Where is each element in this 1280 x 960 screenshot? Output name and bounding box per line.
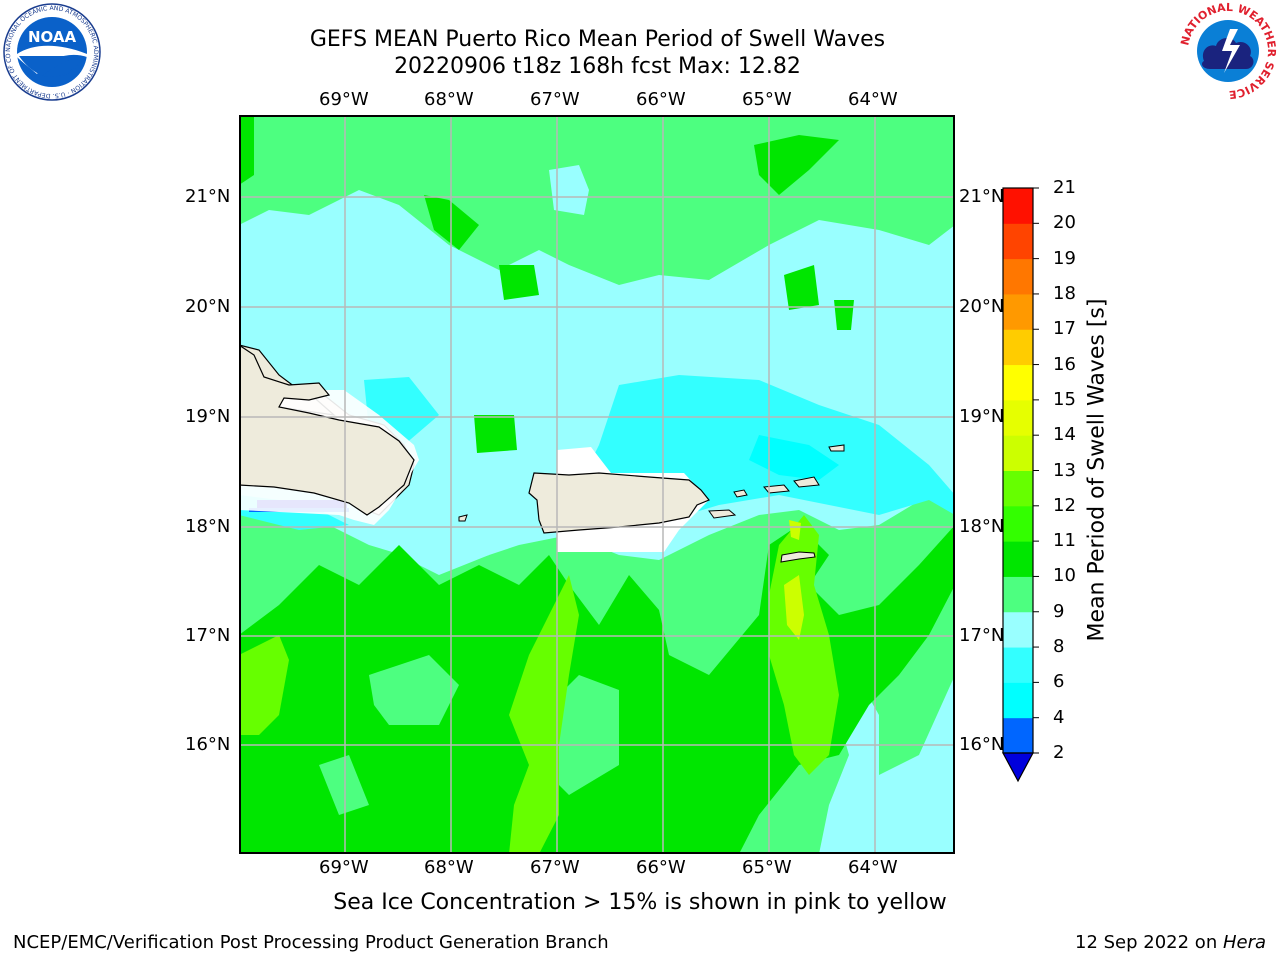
colorbar-band	[1003, 364, 1033, 401]
contour-10-11	[834, 300, 854, 330]
lon-label-top: 66°W	[636, 89, 686, 110]
colorbar-band	[1003, 399, 1033, 436]
lat-label-left: 16°N	[185, 734, 231, 755]
lat-label-right: 19°N	[959, 406, 1005, 427]
colorbar-band	[1003, 258, 1033, 295]
virgin-islands-land	[763, 484, 790, 494]
footer-machine: Hera	[1222, 932, 1266, 953]
colorbar-tick-label: 15	[1053, 388, 1076, 410]
lat-label-right: 17°N	[959, 625, 1005, 646]
st-croix-land	[780, 551, 816, 563]
colorbar-tick-label: 10	[1053, 565, 1076, 587]
colorbar-tick-label: 4	[1053, 706, 1065, 728]
puerto-rico-land	[528, 472, 710, 534]
lon-label-bottom: 66°W	[636, 857, 686, 878]
noaa-logo: NATIONAL OCEANIC AND ATMOSPHERIC ADMINIS…	[2, 2, 101, 101]
lon-label-bottom: 68°W	[424, 857, 474, 878]
colorbar-band	[1003, 576, 1033, 613]
virgin-islands-land	[733, 489, 748, 498]
contour-9-10	[369, 655, 459, 725]
colorbar-band	[1003, 611, 1033, 648]
colorbar-band	[1003, 223, 1033, 260]
contour-4-6	[749, 435, 839, 480]
graticule	[239, 115, 955, 854]
virgin-islands-land	[828, 444, 845, 452]
colorbar-band	[1003, 647, 1033, 683]
lon-label-top: 67°W	[530, 89, 580, 110]
sea-ice-caption: Sea Ice Concentration > 15% is shown in …	[333, 890, 947, 915]
chart-subtitle: 20220906 t18z 168h fcst Max: 12.82	[394, 54, 801, 79]
contour-11-12	[239, 635, 289, 735]
nws-logo: NATIONAL WEATHER SERVICE	[1178, 1, 1278, 101]
hispaniola-land	[239, 344, 415, 516]
contour-8-9	[549, 165, 589, 215]
lon-label-bottom: 69°W	[319, 857, 369, 878]
chart-title: GEFS MEAN Puerto Rico Mean Period of Swe…	[309, 27, 886, 52]
lat-label-right: 20°N	[959, 296, 1005, 317]
contour-12-13	[789, 520, 801, 540]
contour-10-11	[754, 135, 839, 195]
lon-label-bottom: 65°W	[742, 857, 792, 878]
colorbar-label: Mean Period of Swell Waves [s]	[1084, 298, 1110, 642]
colorbar-band	[1003, 717, 1033, 754]
colorbar-tick-label: 6	[1053, 671, 1065, 693]
colorbar-band	[1003, 682, 1033, 719]
lon-label-bottom: 67°W	[530, 857, 580, 878]
colorbar-tick-label: 9	[1053, 600, 1065, 622]
lon-label-top: 65°W	[742, 89, 792, 110]
lat-label-left: 19°N	[185, 406, 231, 427]
lon-label-top: 64°W	[848, 89, 898, 110]
colorbar-tick-label: 11	[1053, 530, 1076, 552]
colorbar-tick-label: 14	[1053, 424, 1076, 446]
colorbar-band	[1003, 505, 1033, 542]
colorbar-tick-label: 8	[1053, 636, 1065, 658]
noaa-wordmark: NOAA	[28, 28, 77, 46]
contour-10-11	[784, 265, 819, 310]
footer-right: 12 Sep 2022 on Hera	[1075, 932, 1266, 953]
virgin-islands-land	[708, 509, 737, 519]
contour-9-10	[319, 755, 369, 815]
lat-label-right: 18°N	[959, 516, 1005, 537]
contour-10-11	[499, 265, 539, 300]
culebra-land	[458, 514, 468, 522]
colorbar-band	[1003, 329, 1033, 366]
colorbar-tick-label: 21	[1053, 177, 1076, 198]
footer-left: NCEP/EMC/Verification Post Processing Pr…	[13, 932, 609, 953]
contour-10-11	[474, 415, 517, 453]
colorbar-band	[1003, 541, 1033, 577]
contour-12-13	[784, 575, 804, 640]
footer-date: 12 Sep 2022 on	[1075, 932, 1223, 953]
colorbar-under-arrow	[1001, 752, 1035, 783]
lon-label-top: 68°W	[424, 89, 474, 110]
contour-10-11	[239, 115, 254, 185]
contour-11-12	[769, 515, 839, 775]
lon-label-bottom: 64°W	[848, 857, 898, 878]
contour-8-9	[409, 525, 489, 575]
lat-label-right: 16°N	[959, 734, 1005, 755]
colorbar-tick-label: 19	[1053, 247, 1076, 269]
colorbar-tick-label: 13	[1053, 459, 1076, 481]
colorbar-band	[1003, 293, 1033, 330]
contour-11-12	[509, 575, 579, 854]
lon-label-top: 69°W	[319, 89, 369, 110]
map-frame	[239, 115, 955, 854]
lat-label-left: 20°N	[185, 296, 231, 317]
virgin-islands-land	[793, 476, 820, 488]
colorbar-band	[1003, 470, 1033, 507]
colorbar-tick-label: 20	[1053, 212, 1076, 234]
lat-label-left: 17°N	[185, 625, 231, 646]
swell-period-map	[239, 115, 955, 854]
lat-label-left: 21°N	[185, 186, 231, 207]
colorbar-band	[1003, 188, 1033, 224]
colorbar	[1001, 187, 1039, 783]
lat-label-right: 21°N	[959, 186, 1005, 207]
colorbar-tick-label: 16	[1053, 353, 1076, 375]
colorbar-tick-label: 18	[1053, 282, 1076, 304]
colorbar-tick-label: 12	[1053, 494, 1076, 516]
colorbar-tick-label: 17	[1053, 318, 1076, 340]
colorbar-tick-label: 2	[1053, 742, 1065, 763]
colorbar-band	[1003, 435, 1033, 471]
lat-label-left: 18°N	[185, 516, 231, 537]
